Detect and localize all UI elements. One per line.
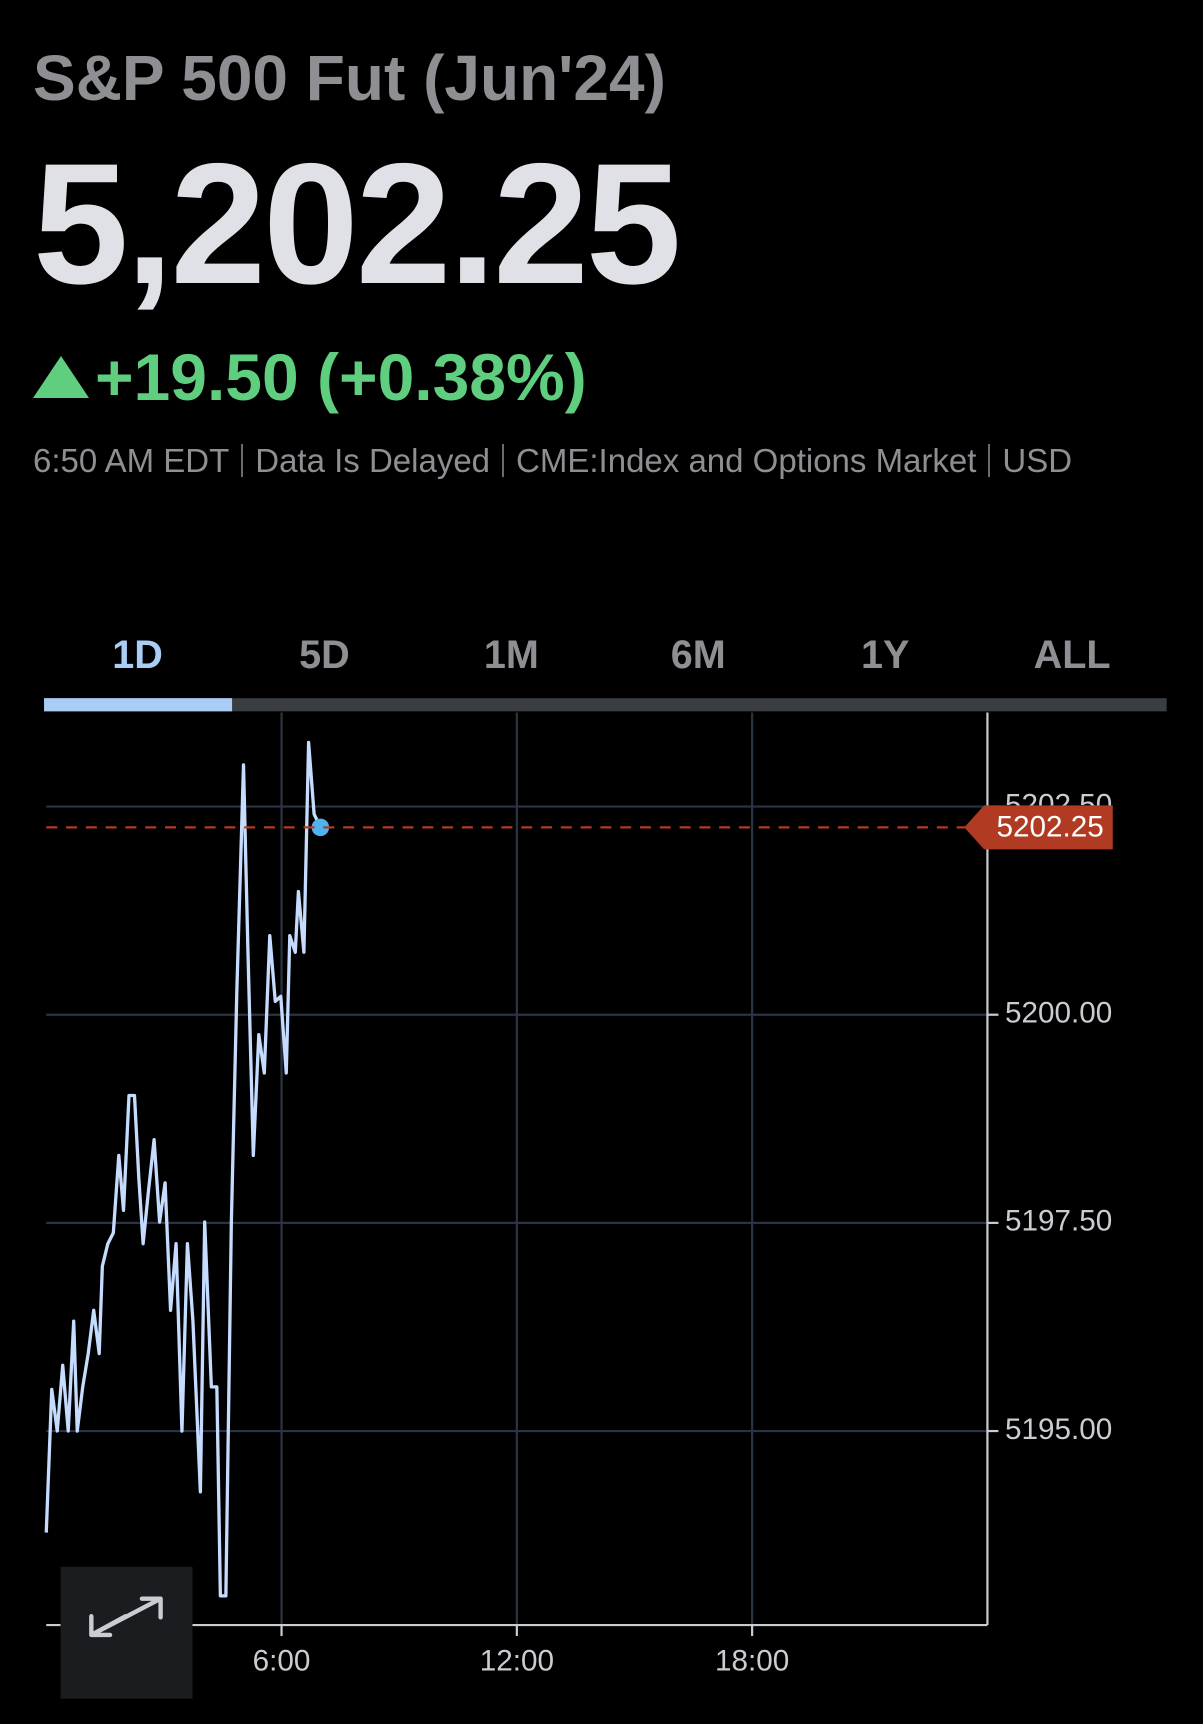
last-price-label: 5202.25: [996, 810, 1103, 843]
tab[interactable]: 1D: [112, 633, 163, 677]
meta-item: CME:Index and Options Market: [502, 444, 976, 477]
meta-item: 6:50 AM EDT: [33, 442, 230, 479]
tab[interactable]: 5D: [299, 633, 350, 677]
meta: 6:50 AM EDT Data Is Delayed CME:Index an…: [33, 444, 1072, 477]
expand-button-bg: [60, 1566, 193, 1699]
up-arrow: [33, 356, 89, 398]
price-line: [44, 740, 322, 1598]
x-tick-label: 12:00: [480, 1644, 554, 1677]
active-tab-indicator: [44, 698, 233, 712]
tab[interactable]: 6M: [671, 633, 726, 677]
tab-bar: [44, 698, 1167, 712]
x-tick-label: 18:00: [715, 1644, 789, 1677]
meta-item: USD: [988, 444, 1072, 477]
tab[interactable]: 1Y: [861, 633, 909, 677]
last-price-tag: [964, 805, 1113, 850]
x-tick-label: 6:00: [253, 1644, 311, 1677]
expand-button[interactable]: [60, 1566, 193, 1699]
last-point: [311, 818, 330, 837]
y-tick-label: 5200.00: [1005, 997, 1112, 1030]
change: +19.50 (+0.38%): [33, 344, 587, 410]
tab[interactable]: ALL: [1034, 633, 1111, 677]
meta-item: Data Is Delayed: [241, 444, 490, 477]
y-tick-label: 5195.00: [1005, 1413, 1112, 1446]
change-text: +19.50 (+0.38%): [95, 340, 587, 414]
tab[interactable]: 1M: [484, 633, 539, 677]
y-tick-label: 5197.50: [1005, 1205, 1112, 1238]
expand-icon: [89, 1596, 163, 1638]
title: S&P 500 Fut (Jun'24): [33, 42, 666, 114]
price: 5,202.25: [33, 128, 682, 320]
